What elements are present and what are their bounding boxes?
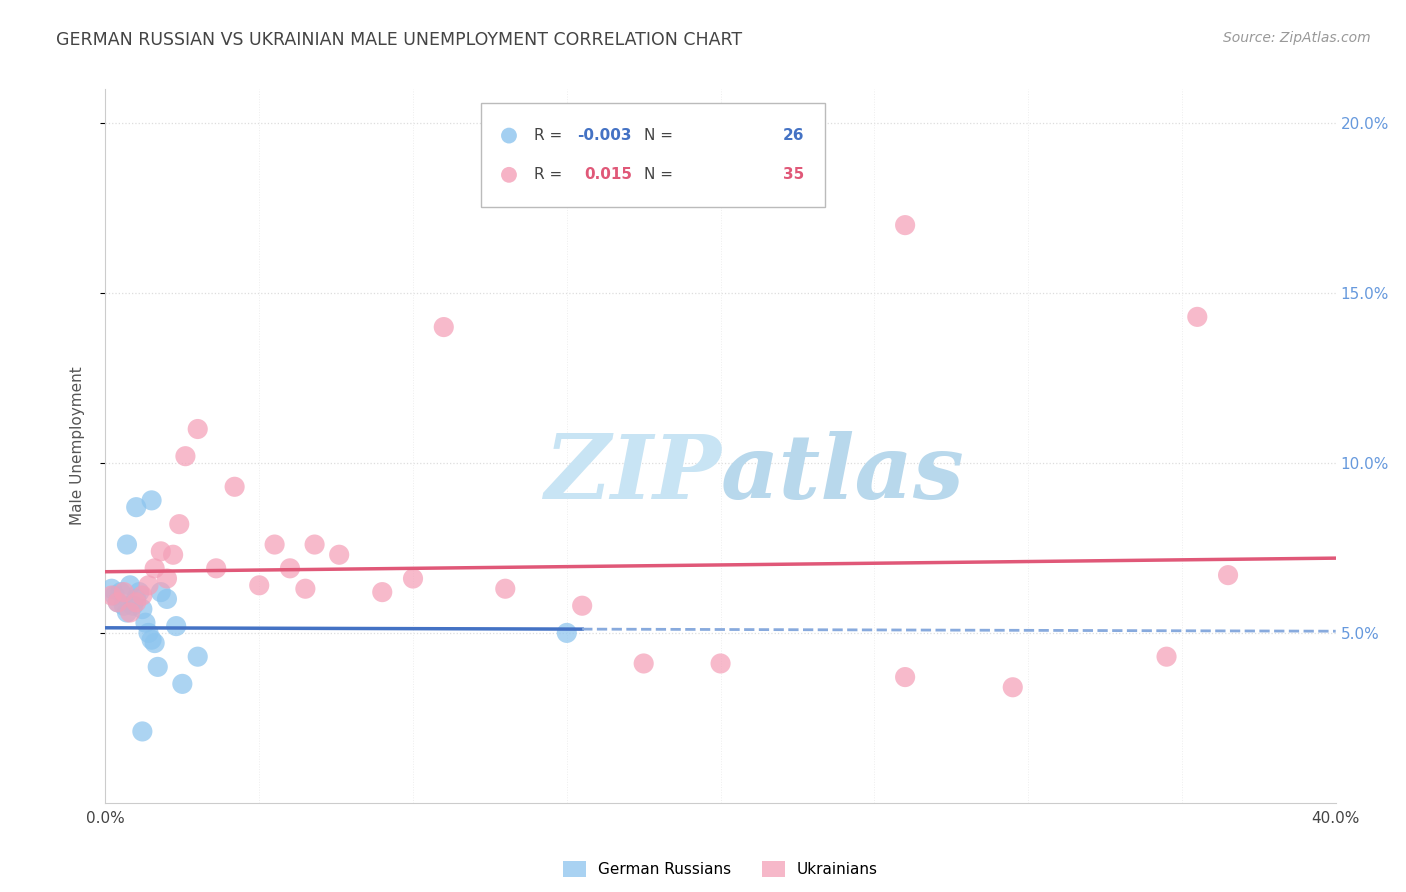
Point — [710, 657, 733, 671]
Point — [328, 548, 350, 562]
Point — [134, 615, 156, 630]
Point — [141, 493, 163, 508]
Point — [294, 582, 316, 596]
FancyBboxPatch shape — [481, 103, 825, 207]
Point — [125, 591, 148, 606]
Text: ZIP: ZIP — [544, 432, 721, 517]
Text: 0.015: 0.015 — [583, 168, 633, 182]
Point — [120, 578, 141, 592]
Point — [115, 606, 138, 620]
Point — [125, 500, 148, 515]
Point — [371, 585, 394, 599]
Text: R =: R = — [534, 168, 562, 182]
Point — [633, 657, 655, 671]
Point — [143, 636, 166, 650]
Y-axis label: Male Unemployment: Male Unemployment — [70, 367, 84, 525]
Text: N =: N = — [644, 168, 673, 182]
Point — [120, 606, 141, 620]
Point — [138, 578, 160, 592]
Point — [571, 599, 593, 613]
Point — [1001, 680, 1024, 694]
Point — [555, 626, 578, 640]
Point — [402, 572, 425, 586]
Point — [125, 595, 148, 609]
Point — [205, 561, 228, 575]
Text: -0.003: -0.003 — [578, 128, 633, 143]
Point — [304, 537, 326, 551]
Point — [131, 724, 153, 739]
Point — [1187, 310, 1209, 324]
Point — [894, 218, 917, 232]
Point — [224, 480, 246, 494]
Point — [247, 578, 270, 592]
Point — [146, 660, 169, 674]
Point — [174, 449, 197, 463]
Legend: German Russians, Ukrainians: German Russians, Ukrainians — [562, 862, 879, 877]
Text: 35: 35 — [783, 168, 804, 182]
Point — [187, 649, 209, 664]
Point — [112, 599, 135, 613]
Point — [100, 589, 122, 603]
Point — [138, 626, 160, 640]
Text: R =: R = — [534, 128, 562, 143]
Point — [165, 619, 187, 633]
Text: 40.0%: 40.0% — [1312, 812, 1360, 826]
Point — [115, 537, 138, 551]
Point — [172, 677, 194, 691]
Point — [104, 589, 127, 603]
Text: 26: 26 — [783, 128, 804, 143]
Point — [122, 599, 145, 613]
Point — [169, 517, 191, 532]
Point — [263, 537, 285, 551]
Point — [1156, 649, 1178, 664]
Point — [156, 591, 179, 606]
Point — [894, 670, 917, 684]
Text: N =: N = — [644, 128, 673, 143]
Point — [156, 572, 179, 586]
Point — [433, 320, 456, 334]
Point — [278, 561, 301, 575]
Text: GERMAN RUSSIAN VS UKRAINIAN MALE UNEMPLOYMENT CORRELATION CHART: GERMAN RUSSIAN VS UKRAINIAN MALE UNEMPLO… — [56, 31, 742, 49]
Point — [187, 422, 209, 436]
Point — [149, 544, 172, 558]
Text: atlas: atlas — [721, 432, 965, 517]
Text: 0.0%: 0.0% — [86, 812, 125, 826]
Point — [141, 632, 163, 647]
Point — [143, 561, 166, 575]
Point — [149, 585, 172, 599]
Point — [1216, 568, 1239, 582]
Point — [162, 548, 184, 562]
Point — [110, 585, 132, 599]
Point — [131, 602, 153, 616]
Point — [107, 595, 129, 609]
Point — [131, 589, 153, 603]
Text: Source: ZipAtlas.com: Source: ZipAtlas.com — [1223, 31, 1371, 45]
Point — [112, 585, 135, 599]
Point — [107, 595, 129, 609]
Point — [494, 582, 516, 596]
Point — [128, 585, 150, 599]
Point — [100, 582, 122, 596]
